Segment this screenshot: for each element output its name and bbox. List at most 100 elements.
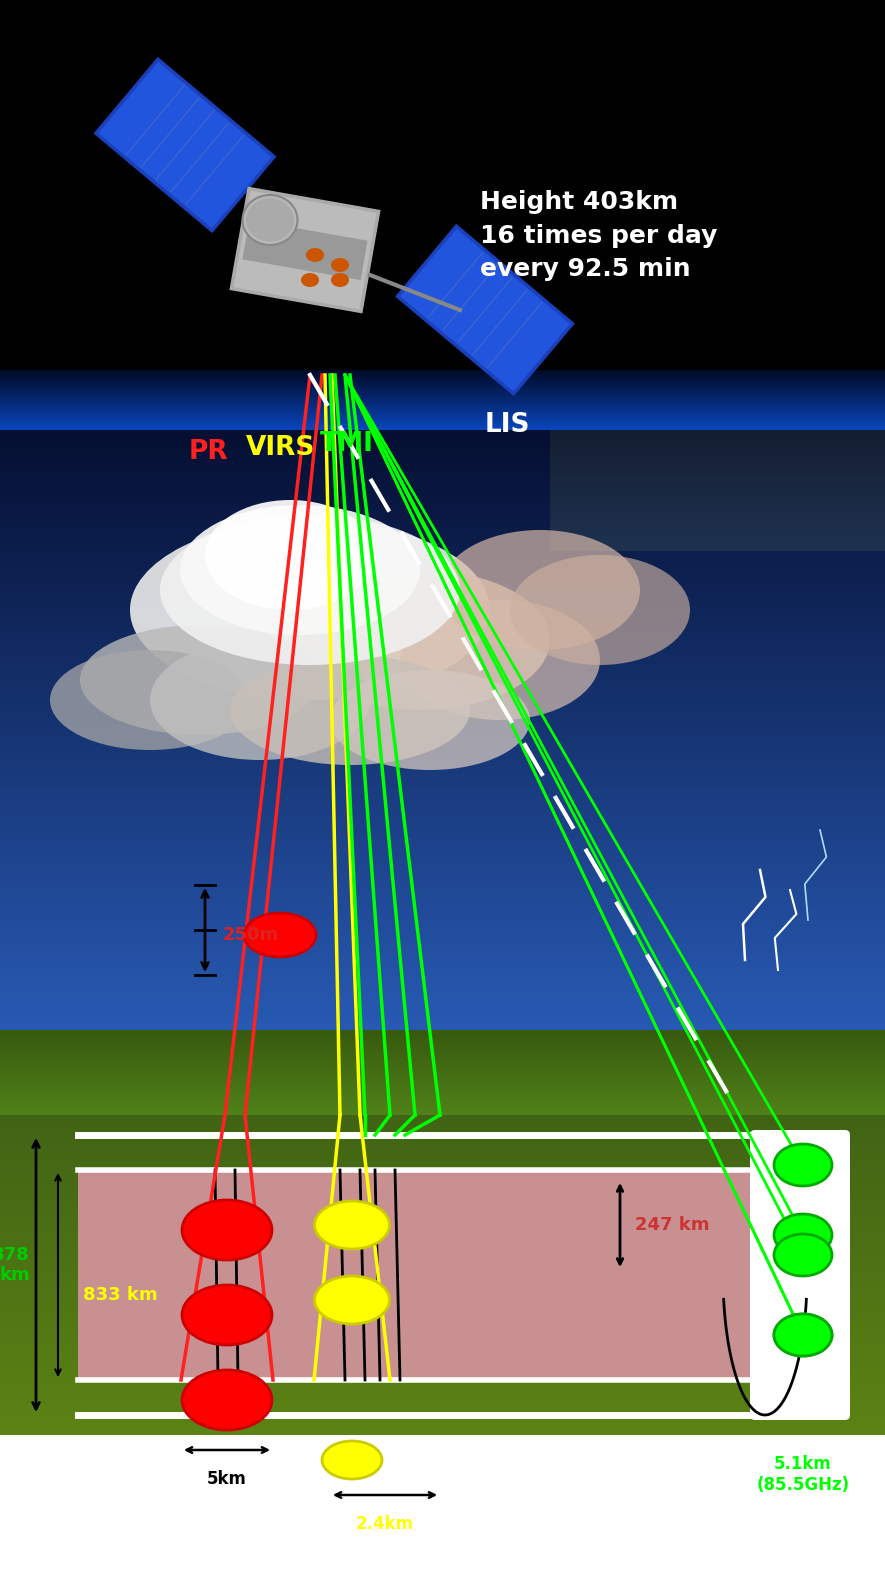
Bar [0, 403, 885, 405]
Bar [0, 1042, 885, 1044]
Bar [0, 371, 885, 375]
Bar [550, 530, 885, 534]
Bar [0, 394, 885, 397]
Bar [0, 708, 885, 713]
Bar [0, 373, 885, 375]
Ellipse shape [400, 600, 600, 719]
Bar [0, 1343, 885, 1344]
Ellipse shape [510, 556, 690, 664]
Bar [0, 1380, 885, 1382]
Bar [0, 1269, 885, 1270]
Bar [0, 1138, 885, 1140]
Ellipse shape [205, 501, 375, 611]
Bar [0, 502, 885, 505]
Bar [0, 1330, 885, 1332]
Bar [0, 1335, 885, 1336]
Bar [0, 1369, 885, 1373]
Bar [0, 1409, 885, 1410]
Bar [0, 1040, 885, 1044]
Bar [0, 420, 885, 423]
Bar [0, 1031, 885, 1033]
Bar [0, 652, 885, 656]
Bar [550, 460, 885, 463]
Bar [0, 382, 885, 384]
Bar [0, 807, 885, 812]
Bar [0, 1443, 885, 1445]
Bar [0, 1358, 885, 1360]
Ellipse shape [774, 1214, 832, 1256]
Bar [0, 648, 885, 653]
Bar [0, 466, 885, 471]
Bar [0, 430, 885, 431]
Bar [0, 1288, 885, 1289]
Bar [0, 1305, 885, 1306]
Bar [0, 1461, 885, 1462]
Bar [0, 1281, 885, 1284]
Bar [0, 837, 885, 842]
Bar [0, 1291, 885, 1292]
Bar [550, 493, 885, 494]
Bar [0, 1118, 885, 1121]
Bar [0, 1171, 885, 1173]
Bar [0, 1127, 885, 1129]
Bar [0, 667, 885, 671]
Bar [0, 1206, 885, 1207]
Bar [550, 505, 885, 508]
Bar [0, 483, 885, 488]
Bar [0, 1338, 885, 1339]
Bar [0, 741, 885, 746]
Bar [0, 1295, 885, 1299]
Bar [0, 0, 885, 420]
Bar [0, 892, 885, 896]
Bar [550, 502, 885, 505]
Bar [0, 472, 885, 475]
Bar [0, 1166, 885, 1168]
Bar [0, 778, 885, 782]
Bar [0, 1045, 885, 1047]
Bar [0, 589, 885, 593]
Bar [550, 524, 885, 527]
Bar [0, 1324, 885, 1325]
Bar [0, 414, 885, 416]
Text: LIS: LIS [485, 412, 530, 438]
Bar [0, 1114, 885, 1116]
Bar [0, 1169, 885, 1173]
Bar [0, 397, 885, 398]
Bar [0, 552, 885, 557]
Text: 833 km: 833 km [83, 1286, 158, 1303]
Bar [0, 1236, 885, 1237]
Bar [0, 1447, 885, 1448]
Bar [0, 955, 885, 959]
Bar [0, 1125, 885, 1129]
Bar [0, 1081, 885, 1083]
Bar [0, 1292, 885, 1295]
Bar [0, 419, 885, 420]
Bar [0, 834, 885, 839]
Bar [550, 475, 885, 478]
Bar [0, 641, 885, 644]
Bar [0, 1059, 885, 1062]
Bar [0, 919, 885, 922]
Bar [0, 1072, 885, 1073]
Bar [0, 1464, 885, 1465]
Polygon shape [400, 228, 570, 392]
Bar [0, 1228, 885, 1229]
Bar [0, 1149, 885, 1151]
Text: PR: PR [189, 439, 228, 464]
Bar [0, 1182, 885, 1184]
Bar [0, 1418, 885, 1420]
Bar [0, 1207, 885, 1209]
Bar [550, 532, 885, 535]
Bar [0, 1292, 885, 1294]
Ellipse shape [774, 1234, 832, 1277]
Bar [0, 943, 885, 948]
Bar [0, 1262, 885, 1264]
Bar [0, 1371, 885, 1373]
Bar [0, 611, 885, 614]
Bar [0, 417, 885, 419]
Bar [0, 1347, 885, 1349]
Bar [0, 1088, 885, 1089]
Bar [0, 1174, 885, 1176]
Bar [0, 412, 885, 414]
Bar [550, 541, 885, 545]
